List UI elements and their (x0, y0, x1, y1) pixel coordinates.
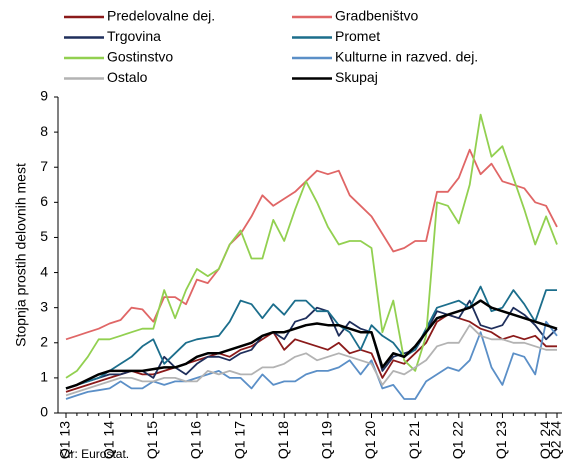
series-line (65, 299, 558, 390)
y-tick-label: 1 (40, 369, 48, 385)
x-tick-label: Q1 24 (537, 421, 553, 459)
legend-label: Gostinstvo (107, 49, 173, 65)
x-tick-label: Q1 23 (493, 421, 509, 459)
y-tick-label: 9 (40, 88, 48, 104)
x-tick-label: Q1 21 (406, 421, 422, 459)
y-tick-label: 7 (40, 158, 48, 174)
y-tick-label: 2 (40, 333, 48, 349)
series-line (65, 285, 557, 390)
x-tick-label: Q1 17 (231, 421, 247, 459)
legend-label: Predelovalne dej. (107, 8, 215, 24)
x-tick-label: Q1 19 (319, 421, 335, 459)
legend-label: Kulturne in razved. dej. (335, 49, 478, 65)
series-line (65, 299, 558, 390)
legend-label: Promet (335, 28, 380, 44)
y-tick-label: 6 (40, 193, 48, 209)
source: Vir: Eurostat. (60, 447, 129, 461)
x-tick-label: Q1 15 (144, 421, 160, 459)
x-tick-label: Q1 14 (100, 421, 116, 459)
series-line (65, 148, 558, 341)
y-tick-label: 5 (40, 228, 48, 244)
y-tick-label: 4 (40, 263, 48, 279)
x-tick-label: Q1 16 (188, 421, 204, 459)
legend-label: Trgovina (107, 28, 161, 44)
y-axis-label: Stopnja prostih delovnih mest (13, 163, 29, 347)
y-tick-label: 0 (40, 404, 48, 420)
series-line (65, 320, 558, 400)
legend-label: Skupaj (335, 69, 378, 85)
series-line (65, 113, 558, 379)
x-tick-label: Q2 24 (548, 421, 564, 459)
y-tick-label: 8 (40, 123, 48, 139)
series-line (65, 324, 557, 397)
legend-label: Gradbeništvo (335, 8, 418, 24)
legend-label: Ostalo (107, 69, 148, 85)
x-tick-label: Q1 18 (275, 421, 291, 459)
x-tick-label: Q1 22 (450, 421, 466, 459)
y-tick-label: 3 (40, 298, 48, 314)
x-tick-label: Q1 20 (362, 421, 378, 459)
x-tick-label: Q1 13 (57, 421, 73, 459)
